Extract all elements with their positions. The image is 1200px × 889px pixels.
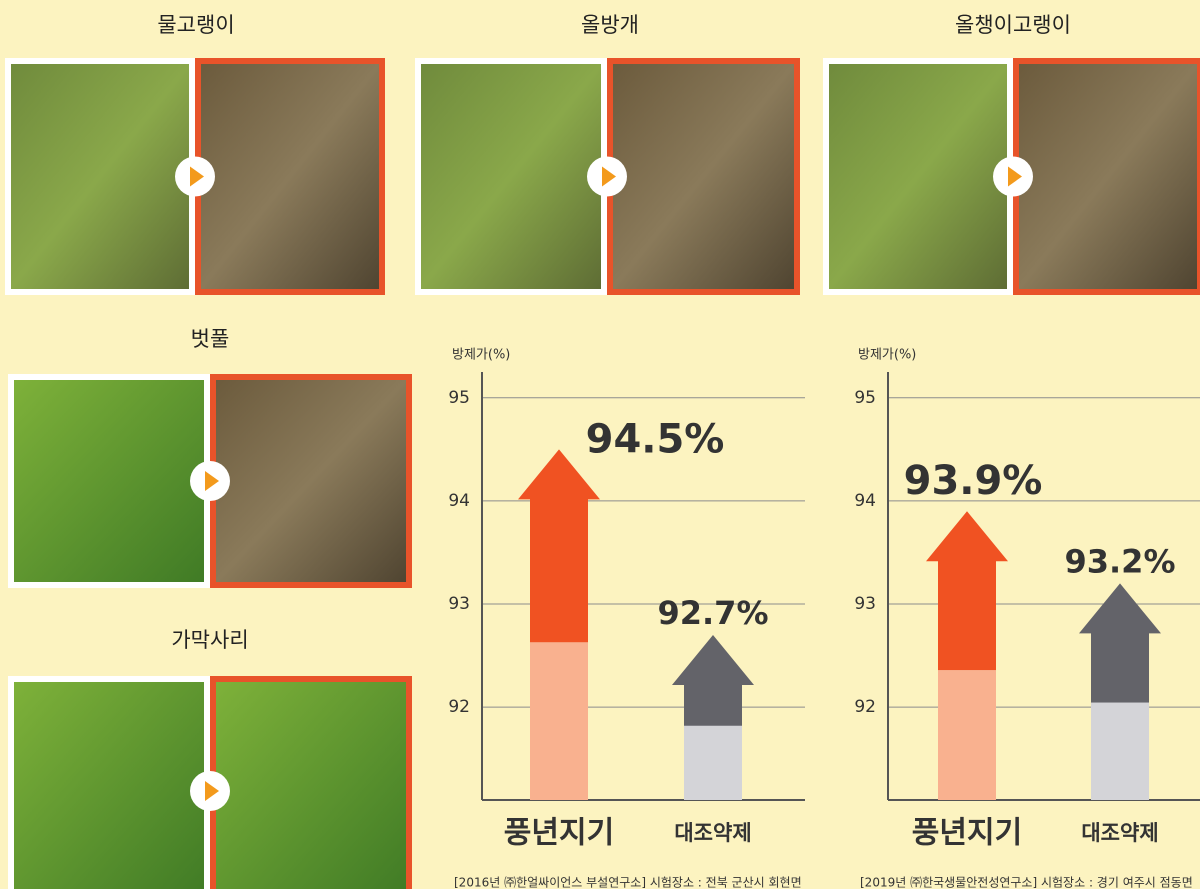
y-axis-label: 방제가(%) — [452, 348, 510, 363]
arrow-bar-base — [684, 726, 742, 800]
photo-before — [826, 61, 1010, 292]
y-tick-label: 94 — [854, 491, 876, 511]
photo-after — [1016, 61, 1200, 292]
weed-name: 올방개 — [581, 13, 639, 37]
photo-after — [213, 377, 409, 585]
photo-before — [418, 61, 604, 292]
category-label: 대조약제 — [674, 821, 751, 845]
y-tick-label: 92 — [448, 697, 470, 717]
footnote: [2019년 ㈜한국생물안전성연구소] 시험장소 : 경기 여주시 점동면 — [860, 876, 1193, 889]
weed-name: 물고랭이 — [157, 13, 234, 37]
arrow-bar-base — [938, 670, 996, 800]
y-tick-label: 95 — [854, 388, 876, 408]
infographic: 물고랭이 올방개 올챙이고랭이 벗풀 가막사리 방제가(%) 92 93 94 95 94… — [0, 0, 1200, 889]
arrow-bar-base — [530, 642, 588, 800]
value-label: 93.2% — [1064, 542, 1175, 580]
category-label: 풍년지기 — [912, 816, 1022, 851]
y-tick-label: 93 — [448, 594, 470, 614]
page: {"weeds": [ {"label": "물고랭이"}, {"label":… — [0, 0, 1200, 889]
y-tick-label: 92 — [854, 697, 876, 717]
photo-before — [11, 377, 207, 585]
category-label: 풍년지기 — [504, 816, 614, 851]
weed-name: 가막사리 — [171, 628, 248, 652]
weed-name: 벗풀 — [191, 327, 230, 351]
category-label: 대조약제 — [1081, 821, 1158, 845]
value-label: 92.7% — [657, 594, 768, 632]
value-label: 93.9% — [904, 458, 1043, 504]
footnote: [2016년 ㈜한얼싸이언스 부설연구소] 시험장소 : 전북 군산시 회현면 — [454, 876, 802, 889]
y-axis-label: 방제가(%) — [858, 348, 916, 363]
arrow-bar-base — [1091, 703, 1149, 800]
photo-after — [213, 679, 409, 889]
value-label: 94.5% — [586, 416, 725, 462]
photo-before — [11, 679, 207, 889]
y-tick-label: 94 — [448, 491, 470, 511]
y-tick-label: 95 — [448, 388, 470, 408]
weed-name: 올챙이고랭이 — [955, 13, 1071, 37]
photo-before — [8, 61, 192, 292]
photo-after — [198, 61, 382, 292]
y-tick-label: 93 — [854, 594, 876, 614]
photo-after — [610, 61, 797, 292]
